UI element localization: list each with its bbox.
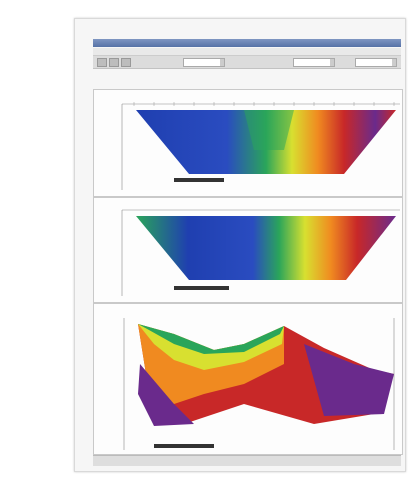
tick-marks <box>133 102 395 106</box>
color-scale <box>154 444 214 448</box>
chevron-down-icon <box>220 59 224 66</box>
app-window <box>74 18 406 472</box>
title-bar <box>93 39 401 47</box>
dropdown-select[interactable] <box>293 58 335 67</box>
model-anomaly-left <box>138 364 194 426</box>
model-anomaly-high <box>304 344 394 416</box>
section-plot-2 <box>121 209 400 296</box>
dropdown-select[interactable] <box>355 58 397 67</box>
section-panel-2 <box>93 197 403 303</box>
toolbar <box>93 56 401 69</box>
model-layer-near-surface <box>138 324 284 354</box>
section-panel-3 <box>93 303 403 455</box>
toolbar-button[interactable] <box>97 58 107 67</box>
chevron-down-icon <box>392 59 396 66</box>
chevron-down-icon <box>330 59 334 66</box>
anomaly-zone <box>244 110 294 150</box>
resistivity-pseudosection <box>136 216 396 280</box>
section-panel-1 <box>93 89 403 197</box>
dropdown-select[interactable] <box>183 58 225 67</box>
toolbar-button[interactable] <box>109 58 119 67</box>
color-scale <box>174 286 229 290</box>
section-plot-1 <box>121 102 400 190</box>
menu-bar <box>93 48 401 56</box>
toolbar-button[interactable] <box>121 58 131 67</box>
color-scale <box>174 178 224 182</box>
inversion-model-plot <box>123 318 395 450</box>
status-bar <box>93 455 401 466</box>
